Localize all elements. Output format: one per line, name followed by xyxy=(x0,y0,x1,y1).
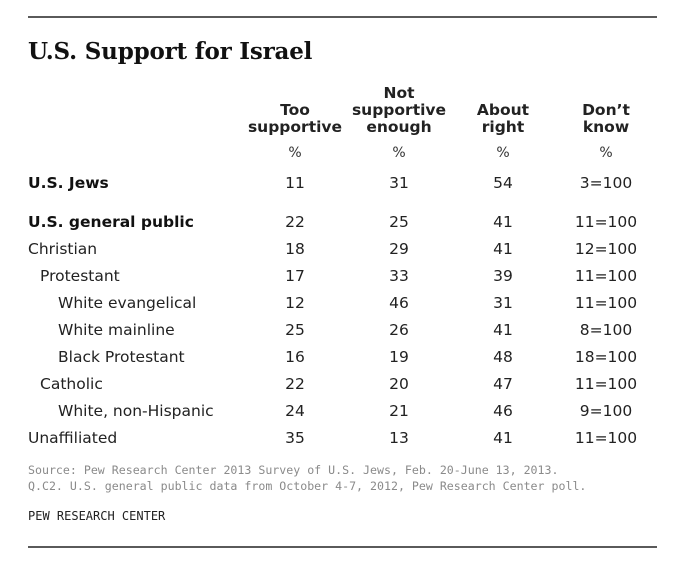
table-cell: 48 xyxy=(493,348,513,366)
table-cell: 18=100 xyxy=(574,348,638,366)
table-cell: 13 xyxy=(389,429,409,447)
row-label: Protestant xyxy=(40,267,120,285)
table-cell: 24 xyxy=(285,402,305,420)
table-row: Catholic 22 20 47 11=100 xyxy=(28,375,668,401)
table-cell: 54 xyxy=(493,174,513,192)
row-label: Unaffiliated xyxy=(28,429,118,447)
top-rule xyxy=(28,16,657,18)
table-row: White, non-Hispanic 24 21 46 9=100 xyxy=(28,402,668,428)
table-cell: 11=100 xyxy=(574,267,638,285)
table-cell: 41 xyxy=(493,240,513,258)
table-cell: 11 xyxy=(285,174,305,192)
row-label: White mainline xyxy=(58,321,175,339)
table-row: Black Protestant 16 19 48 18=100 xyxy=(28,348,668,374)
table-cell: 47 xyxy=(493,375,513,393)
table-cell: 11=100 xyxy=(574,213,638,231)
table-cell: 11=100 xyxy=(574,375,638,393)
table-row: U.S. Jews 11 31 54 3=100 xyxy=(28,174,668,200)
column-header: Don’t know xyxy=(582,101,630,136)
table-cell: 41 xyxy=(493,429,513,447)
table-cell: 46 xyxy=(493,402,513,420)
table-cell: 31 xyxy=(389,174,409,192)
table-cell: 20 xyxy=(389,375,409,393)
table-cell: 9=100 xyxy=(579,402,633,420)
table-row: Unaffiliated 35 13 41 11=100 xyxy=(28,429,668,455)
table-cell: 46 xyxy=(389,294,409,312)
table-cell: 25 xyxy=(285,321,305,339)
credit-line: PEW RESEARCH CENTER xyxy=(28,509,166,523)
column-header: Not supportive enough xyxy=(351,84,447,136)
table-title: U.S. Support for Israel xyxy=(28,38,313,65)
table-cell: 41 xyxy=(493,321,513,339)
table-cell: 18 xyxy=(285,240,305,258)
row-label: Catholic xyxy=(40,375,103,393)
table-cell: 11=100 xyxy=(574,429,638,447)
table-cell: 17 xyxy=(285,267,305,285)
source-note: Source: Pew Research Center 2013 Survey … xyxy=(28,463,587,493)
table-cell: 41 xyxy=(493,213,513,231)
table-cell: 3=100 xyxy=(579,174,633,192)
table-cell: 33 xyxy=(389,267,409,285)
table-row: White evangelical 12 46 31 11=100 xyxy=(28,294,668,320)
bottom-rule xyxy=(28,546,657,548)
table-cell: 19 xyxy=(389,348,409,366)
column-header: About right xyxy=(476,101,530,136)
table-cell: 25 xyxy=(389,213,409,231)
row-label: Christian xyxy=(28,240,98,258)
table-row: Christian 18 29 41 12=100 xyxy=(28,240,668,266)
row-label: White evangelical xyxy=(58,294,197,312)
table-cell: 11=100 xyxy=(574,294,638,312)
row-label: U.S. general public xyxy=(28,213,194,231)
row-label: White, non-Hispanic xyxy=(58,402,214,420)
table-cell: 16 xyxy=(285,348,305,366)
table-cell: 21 xyxy=(389,402,409,420)
table-cell: 35 xyxy=(285,429,305,447)
table-cell: 12=100 xyxy=(574,240,638,258)
table-row: White mainline 25 26 41 8=100 xyxy=(28,321,668,347)
row-label: U.S. Jews xyxy=(28,174,109,192)
table-cell: 22 xyxy=(285,375,305,393)
column-unit: % xyxy=(599,145,613,161)
table-cell: 8=100 xyxy=(579,321,633,339)
table-row: U.S. general public 22 25 41 11=100 xyxy=(28,213,668,239)
table-cell: 31 xyxy=(493,294,513,312)
table-cell: 22 xyxy=(285,213,305,231)
table-cell: 29 xyxy=(389,240,409,258)
row-label: Black Protestant xyxy=(58,348,185,366)
table-cell: 12 xyxy=(285,294,305,312)
table-row: Protestant 17 33 39 11=100 xyxy=(28,267,668,293)
column-unit: % xyxy=(288,145,302,161)
column-header: Too supportive xyxy=(247,101,343,136)
column-unit: % xyxy=(392,145,406,161)
column-unit: % xyxy=(496,145,510,161)
table-cell: 26 xyxy=(389,321,409,339)
table-cell: 39 xyxy=(493,267,513,285)
